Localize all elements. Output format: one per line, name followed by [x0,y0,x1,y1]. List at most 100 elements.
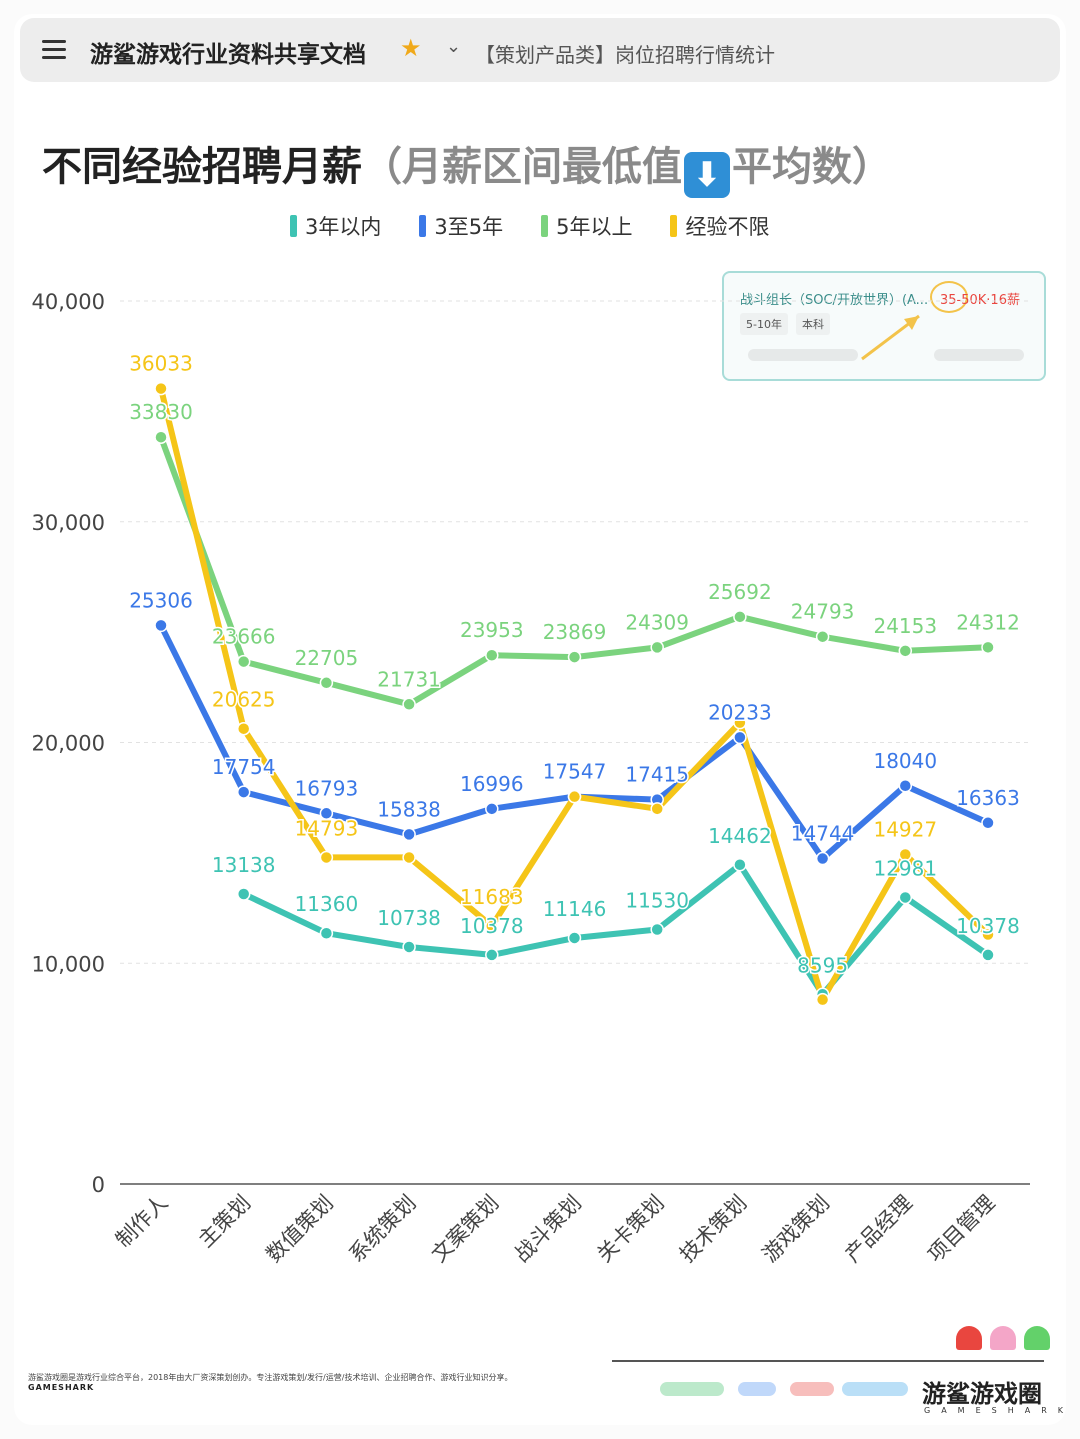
job-posting-card: 战斗组长（SOC/开放世界）(A... 35-50K·16薪 5-10年 本科 [722,271,1046,381]
data-label: 17415 [625,763,689,787]
footer-description: 游鲨游戏圈是游戏行业综合平台，2018年由大厂资深策划创办。专注游戏策划/发行/… [28,1373,513,1382]
x-tick-label: 制作人 [111,1191,173,1253]
data-label: 24793 [791,600,855,624]
legend-item-0: 3年以内 [290,211,381,241]
data-point [898,644,913,658]
data-label: 20233 [708,700,772,724]
data-point [485,648,499,662]
data-point [567,789,582,804]
chart-title: 不同经验招聘月薪（月薪区间最低值 ⬇ 平均数） [42,134,892,198]
breadcrumb[interactable]: 【策划产品类】岗位招聘行情统计 [475,43,775,67]
data-label: 16996 [460,772,524,796]
document-title: 游鲨游戏行业资料共享文档 [90,42,366,68]
x-tick-label: 战斗策划 [510,1191,586,1267]
legend-label-1: 3至5年 [434,215,504,239]
data-label: 10378 [460,914,524,938]
data-label: 14927 [873,817,937,841]
data-point [981,948,995,962]
blurred-text [748,349,858,361]
data-label: 17547 [543,760,607,784]
annotation-arrowhead [904,316,919,330]
down-arrow-icon: ⬇ [684,152,730,198]
data-label: 14462 [708,824,772,848]
data-label: 15838 [377,797,441,821]
brand-subtitle: GAMESHARK [924,1406,1066,1415]
data-point [567,650,582,664]
data-point [154,618,168,633]
x-tick-label: 项目管理 [923,1191,999,1267]
series-line-2 [158,434,991,708]
ghost-icon-green [1024,1326,1050,1350]
data-label: 25306 [129,588,193,612]
menu-icon[interactable] [42,40,66,60]
data-point [485,919,499,933]
partner-logo-blur [738,1382,776,1396]
data-point [154,381,168,396]
legend-swatch-3 [670,215,678,237]
data-point [898,847,913,862]
chart-subtitle-close: 平均数） [732,144,892,190]
data-label: 13138 [212,853,276,877]
data-point [236,654,251,669]
x-tick-label: 文案策划 [427,1191,503,1267]
data-point [319,676,334,690]
data-point [898,779,913,793]
partner-logo-blur [790,1382,834,1396]
data-point [319,806,334,821]
data-label: 33830 [129,400,193,424]
legend-item-1: 3至5年 [419,211,503,241]
footer-brand-small: GAMESHARK [28,1383,95,1392]
data-label: 11360 [295,892,359,916]
data-point [815,992,830,1007]
data-point [981,816,995,830]
data-point [981,640,995,655]
chevron-down-icon[interactable]: ⌄ [446,36,462,57]
x-tick-label: 游戏策划 [758,1191,834,1267]
partner-logo-blur [660,1382,724,1396]
highlight-circle [930,281,968,313]
data-label: 20625 [212,688,276,712]
ghost-icon-red [956,1326,982,1350]
x-tick-label: 产品经理 [840,1191,916,1267]
legend-label-2: 5年以上 [556,215,633,239]
data-point [485,802,499,816]
data-label: 11530 [625,888,689,912]
data-label: 10738 [377,906,441,930]
data-label: 16793 [295,776,359,800]
y-tick-label: 10,000 [32,952,105,976]
star-icon[interactable]: ★ [400,34,422,62]
data-point [402,827,416,842]
data-label: 22705 [295,646,359,670]
legend-label-0: 3年以内 [305,215,382,239]
data-point [981,927,995,942]
data-point [236,721,251,736]
data-label: 10378 [956,914,1020,938]
data-label: 11683 [460,885,524,909]
y-tick-label: 30,000 [32,511,105,535]
data-point [402,940,416,954]
data-point [236,887,251,901]
data-point [567,931,582,945]
data-label: 24309 [625,610,689,634]
data-label: 23869 [543,620,607,644]
legend-item-2: 5年以上 [541,211,632,241]
data-label: 24312 [956,610,1020,634]
y-tick-label: 0 [92,1173,105,1197]
data-point [898,890,913,905]
data-point [650,802,664,816]
legend-item-3: 经验不限 [670,211,769,241]
data-label: 17754 [212,755,276,779]
data-label: 18040 [873,749,937,773]
footer-divider [612,1360,1044,1362]
data-point [650,922,664,937]
data-label: 23666 [212,625,276,649]
data-point [402,697,416,712]
chart-subtitle-open: （月薪区间最低值 [362,144,682,190]
legend-swatch-2 [541,215,549,237]
data-point [815,851,830,866]
data-point [815,629,830,644]
x-tick-label: 关卡策划 [592,1191,668,1267]
data-point [733,858,747,872]
ghost-icon-pink [990,1326,1016,1350]
chart-legend: 3年以内 3至5年 5年以上 经验不限 [290,211,769,241]
